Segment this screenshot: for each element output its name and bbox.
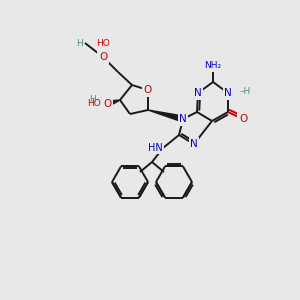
- Text: O: O: [239, 114, 247, 124]
- Text: N: N: [190, 139, 198, 149]
- Text: HO: HO: [87, 100, 101, 109]
- Text: NH₂: NH₂: [204, 61, 222, 70]
- Text: –H: –H: [240, 86, 251, 95]
- Text: O: O: [144, 85, 152, 95]
- Polygon shape: [148, 110, 184, 122]
- Text: O: O: [103, 99, 111, 109]
- Text: O: O: [99, 52, 107, 62]
- Text: H: H: [76, 38, 83, 47]
- Text: N: N: [194, 88, 202, 98]
- Text: N: N: [224, 88, 232, 98]
- Polygon shape: [106, 100, 120, 107]
- Text: N: N: [179, 114, 187, 124]
- Text: HO: HO: [96, 38, 110, 47]
- Text: H: H: [90, 94, 96, 103]
- Text: HN: HN: [148, 143, 163, 153]
